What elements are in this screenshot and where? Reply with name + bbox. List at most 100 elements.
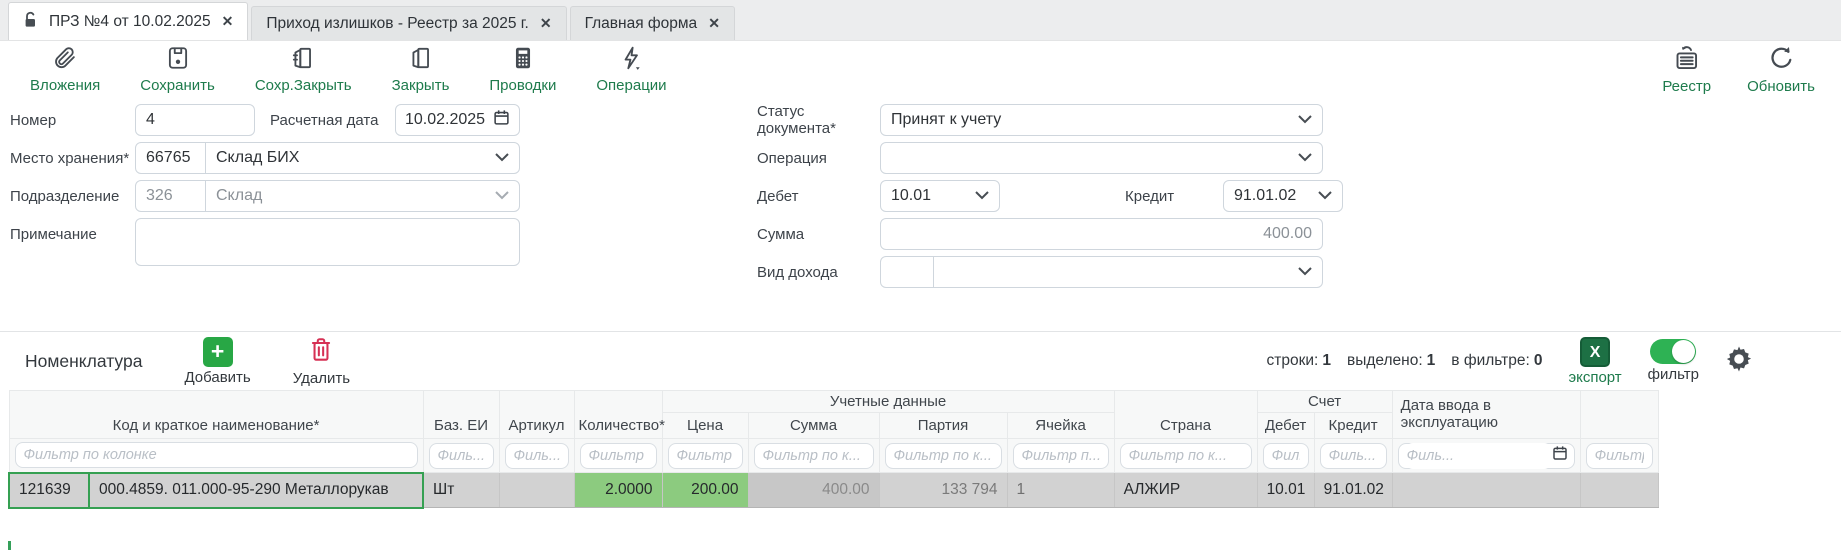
filter-debit-input[interactable] <box>1262 442 1309 469</box>
save-button[interactable]: Сохранить <box>140 45 215 94</box>
filter-cell-input[interactable] <box>1012 442 1109 469</box>
col-header-article[interactable]: Артикул <box>498 390 575 439</box>
department-select[interactable]: 326 Склад <box>135 180 520 212</box>
col-header-sum[interactable]: Сумма <box>747 412 880 439</box>
cell-country[interactable]: АЛЖИР <box>1114 472 1258 508</box>
gear-icon[interactable] <box>1725 345 1753 378</box>
cell-name[interactable]: 000.4859. 011.000-95-290 Металлорукав <box>87 471 425 509</box>
nomenclature-section: Номенклатура + Добавить Удалить строки: 1… <box>0 331 1841 509</box>
col-header-country[interactable]: Страна <box>1113 390 1258 439</box>
status-label: Статус документа* <box>757 103 836 137</box>
cell-unit[interactable]: Шт <box>423 472 500 508</box>
filter-toggle[interactable]: фильтр <box>1648 339 1699 383</box>
cell-code[interactable]: 121639 <box>8 471 90 509</box>
operation-select[interactable] <box>880 142 1323 174</box>
cell-date[interactable] <box>1392 472 1581 508</box>
trash-icon <box>308 336 334 368</box>
registry-button[interactable]: Реестр <box>1662 45 1711 95</box>
close-icon[interactable]: ✕ <box>708 15 720 31</box>
credit-label: Кредит <box>1125 187 1175 205</box>
filter-date-input[interactable] <box>1404 442 1552 469</box>
cell-sum[interactable]: 400.00 <box>748 472 880 508</box>
close-button[interactable]: Закрыть <box>392 45 449 94</box>
scrollbar-handle[interactable] <box>8 541 11 550</box>
group-header-account: Счет <box>1256 390 1393 413</box>
filter-unit-input[interactable] <box>428 442 494 469</box>
operations-button[interactable]: Операции <box>596 45 667 94</box>
grid-stats: строки: 1 выделено: 1 в фильтре: 0 <box>1267 352 1543 370</box>
close-icon[interactable]: ✕ <box>221 13 234 29</box>
tab-label: ПРЗ №4 от 10.02.2025 <box>49 12 211 30</box>
note-label: Примечание <box>10 226 97 243</box>
calendar-icon[interactable] <box>493 109 510 131</box>
number-label: Номер <box>10 111 57 129</box>
filter-extra-input[interactable] <box>1585 442 1653 469</box>
save-close-button[interactable]: Сохр.Закрыть <box>255 45 352 94</box>
toolbar-right-group: Реестр Обновить <box>1662 45 1815 95</box>
credit-select[interactable]: 91.01.02 <box>1223 180 1343 212</box>
document-form: Номер Расчетная дата 10.02.2025 Место хр… <box>0 98 1841 294</box>
grid-title: Номенклатура <box>25 350 143 371</box>
cell-batch[interactable]: 133 794 <box>879 472 1008 508</box>
chevron-down-icon <box>1318 187 1332 205</box>
tab-document[interactable]: ПРЗ №4 от 10.02.2025 ✕ <box>8 2 249 40</box>
calc-date-input[interactable]: 10.02.2025 <box>395 104 520 136</box>
storage-select[interactable]: 66765 Склад БИХ <box>135 142 520 174</box>
close-icon[interactable]: ✕ <box>539 15 552 31</box>
col-header-credit[interactable]: Кредит <box>1313 412 1393 439</box>
postings-button[interactable]: Проводки <box>489 45 556 94</box>
filter-price-input[interactable] <box>667 442 743 469</box>
cell-price[interactable]: 200.00 <box>662 472 749 508</box>
col-header-unit[interactable]: Баз. ЕИ <box>422 390 500 439</box>
col-header-debit[interactable]: Дебет <box>1256 412 1315 439</box>
operation-label: Операция <box>757 149 827 167</box>
tab-main-form[interactable]: Главная форма ✕ <box>569 6 735 40</box>
col-header-name[interactable]: Код и краткое наименование* <box>8 390 424 439</box>
chevron-down-icon <box>1298 263 1312 281</box>
filter-batch-input[interactable] <box>884 442 1002 469</box>
cell-cell[interactable]: 1 <box>1007 472 1115 508</box>
chevron-down-icon <box>975 187 989 205</box>
filter-sum-input[interactable] <box>753 442 874 469</box>
door-icon <box>408 45 434 75</box>
cell-extra[interactable] <box>1580 472 1659 508</box>
filter-country-input[interactable] <box>1119 442 1252 469</box>
col-header-batch[interactable]: Партия <box>878 412 1008 439</box>
amount-input[interactable] <box>880 218 1323 250</box>
note-textarea[interactable] <box>135 218 520 266</box>
filter-name-input[interactable] <box>14 442 418 469</box>
registry-icon <box>1673 45 1700 76</box>
income-type-select[interactable] <box>880 256 1323 288</box>
refresh-button[interactable]: Обновить <box>1747 45 1815 95</box>
cell-credit[interactable]: 91.01.02 <box>1314 472 1393 508</box>
cell-debit[interactable]: 10.01 <box>1257 472 1315 508</box>
paperclip-icon <box>52 45 78 75</box>
cell-qty[interactable]: 2.0000 <box>574 472 663 508</box>
export-excel-button[interactable]: X экспорт <box>1568 336 1622 386</box>
add-row-button[interactable]: + Добавить <box>184 336 251 386</box>
toggle-on-icon[interactable] <box>1650 339 1697 364</box>
tab-bar: ПРЗ №4 от 10.02.2025 ✕ Приход излишков -… <box>0 0 1841 41</box>
col-header-price[interactable]: Цена <box>661 412 749 439</box>
tab-registry[interactable]: Приход излишков - Реестр за 2025 г. ✕ <box>251 6 567 40</box>
col-header-cell[interactable]: Ячейка <box>1006 412 1115 439</box>
number-input[interactable] <box>135 104 255 136</box>
chevron-down-icon <box>495 149 509 167</box>
tab-label: Главная форма <box>584 14 698 32</box>
calculator-icon <box>510 45 536 75</box>
chevron-down-icon <box>495 187 509 205</box>
filter-qty-input[interactable] <box>579 442 657 469</box>
attachments-button[interactable]: Вложения <box>30 45 100 94</box>
debit-select[interactable]: 10.01 <box>880 180 1000 212</box>
cell-article[interactable] <box>499 472 575 508</box>
delete-row-button[interactable]: Удалить <box>293 336 350 387</box>
filter-credit-input[interactable] <box>1319 442 1387 469</box>
filter-article-input[interactable] <box>504 442 569 469</box>
status-select[interactable]: Принят к учету <box>880 104 1323 136</box>
col-header-qty[interactable]: Количество* <box>573 390 665 439</box>
rows-count: строки: 1 <box>1266 352 1331 369</box>
table-row[interactable]: 121639 000.4859. 011.000-95-290 Металлор… <box>8 471 1659 509</box>
calendar-icon[interactable] <box>1552 445 1568 466</box>
col-header-date[interactable]: Дата ввода в эксплуатацию <box>1391 390 1581 439</box>
col-header-extra <box>1579 390 1659 439</box>
